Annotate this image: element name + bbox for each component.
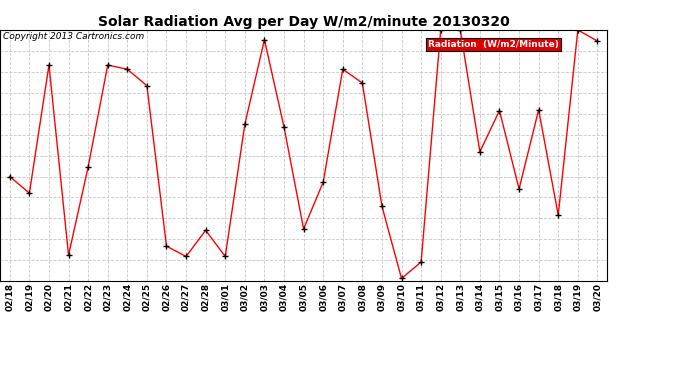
Title: Solar Radiation Avg per Day W/m2/minute 20130320: Solar Radiation Avg per Day W/m2/minute …: [98, 15, 509, 29]
Text: Copyright 2013 Cartronics.com: Copyright 2013 Cartronics.com: [3, 32, 145, 41]
Text: Radiation  (W/m2/Minute): Radiation (W/m2/Minute): [428, 40, 559, 49]
